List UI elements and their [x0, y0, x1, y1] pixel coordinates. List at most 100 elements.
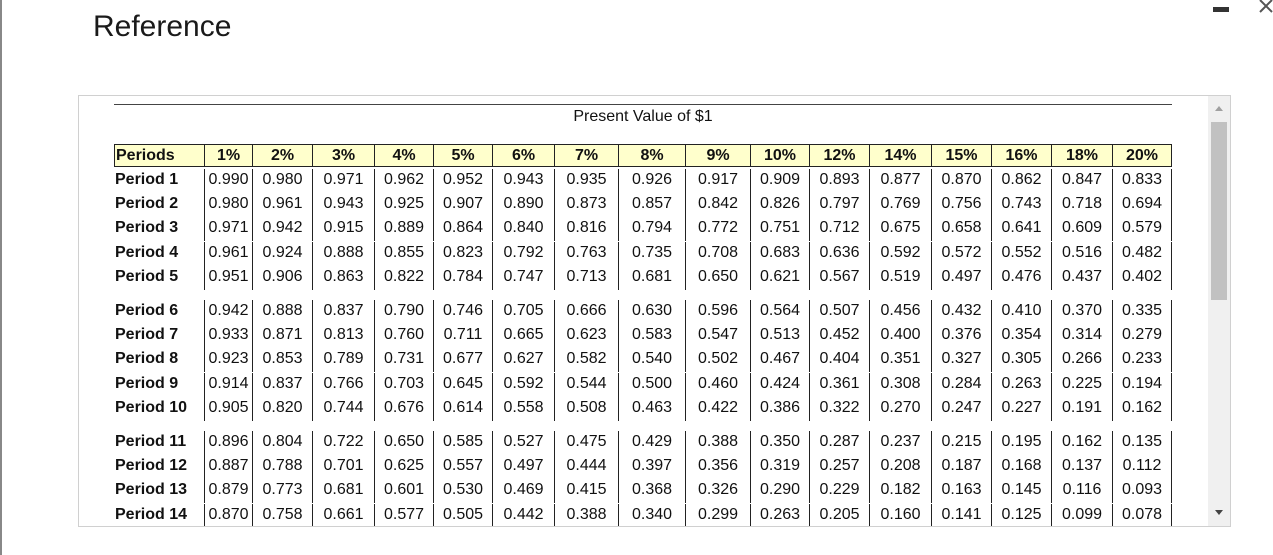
- table-cell: 0.870: [204, 503, 252, 526]
- table-cell: 0.907: [433, 193, 492, 218]
- table-cell: 0.519: [869, 265, 931, 290]
- table-cell: 0.677: [433, 348, 492, 373]
- table-cell: 0.943: [312, 193, 374, 218]
- table-cell: 0.909: [750, 169, 809, 193]
- column-header: 5%: [433, 144, 492, 167]
- table-cell: 0.191: [1051, 396, 1112, 421]
- table-cell: 0.658: [931, 217, 991, 242]
- table-cell: 0.335: [1112, 300, 1172, 324]
- close-button[interactable]: [1259, 0, 1273, 13]
- column-header: 3%: [312, 144, 374, 167]
- table-cell: 0.804: [252, 431, 312, 455]
- table-cell: 0.853: [252, 348, 312, 373]
- table-cell: 0.135: [1112, 431, 1172, 455]
- table-cell: 0.857: [618, 193, 685, 218]
- scroll-thumb[interactable]: [1211, 122, 1227, 300]
- column-header: Periods: [114, 144, 204, 167]
- table-cell: 0.731: [374, 348, 433, 373]
- table-cell: 0.227: [991, 396, 1051, 421]
- column-header: 6%: [492, 144, 554, 167]
- table-cell: 0.766: [312, 372, 374, 397]
- table-cell: 0.592: [869, 241, 931, 266]
- table-cell: 0.467: [750, 348, 809, 373]
- table-cell: 0.432: [931, 300, 991, 324]
- table-cell: 0.544: [554, 372, 618, 397]
- table-cell: 0.790: [374, 300, 433, 324]
- table-cell: 0.914: [204, 372, 252, 397]
- table-cell: 0.971: [204, 217, 252, 242]
- table-cell: 0.713: [554, 265, 618, 290]
- table-cell: 0.675: [869, 217, 931, 242]
- table-cell: 0.751: [750, 217, 809, 242]
- table-cell: 0.847: [1051, 169, 1112, 193]
- table-cell: 0.290: [750, 479, 809, 504]
- table-cell: 0.666: [554, 300, 618, 324]
- table-cell: 0.475: [554, 431, 618, 455]
- table-cell: 0.971: [312, 169, 374, 193]
- table-cell: 0.784: [433, 265, 492, 290]
- row-label: Period 10: [115, 398, 188, 416]
- table-cell: 0.711: [433, 324, 492, 349]
- table-cell: 0.444: [554, 455, 618, 480]
- table-cell: 0.756: [931, 193, 991, 218]
- table-cell: 0.924: [252, 241, 312, 266]
- table-cell: 0.879: [204, 479, 252, 504]
- table-cell: 0.229: [809, 479, 869, 504]
- table-cell: 0.887: [204, 455, 252, 480]
- table-cell: 0.326: [685, 479, 750, 504]
- table-cell: 0.990: [204, 169, 252, 193]
- table-cell: 0.579: [1112, 217, 1172, 242]
- table-cell: 0.746: [433, 300, 492, 324]
- table-cell: 0.160: [869, 503, 931, 526]
- table-cell: 0.961: [204, 241, 252, 266]
- table-cell: 0.823: [433, 241, 492, 266]
- table-cell: 0.287: [809, 431, 869, 455]
- table-cell: 0.889: [374, 217, 433, 242]
- table-cell: 0.625: [374, 455, 433, 480]
- table-cell: 0.877: [869, 169, 931, 193]
- table-cell: 0.577: [374, 503, 433, 526]
- table-cell: 0.233: [1112, 348, 1172, 373]
- table-cell: 0.402: [1112, 265, 1172, 290]
- row-label: Period 11: [115, 433, 187, 450]
- row-label: Period 4: [115, 243, 179, 261]
- table-cell: 0.888: [252, 300, 312, 324]
- table-cell: 0.370: [1051, 300, 1112, 324]
- table-cell: 0.415: [554, 479, 618, 504]
- table-cell: 0.760: [374, 324, 433, 349]
- table-cell: 0.162: [1051, 431, 1112, 455]
- table-cell: 0.906: [252, 265, 312, 290]
- table-cell: 0.305: [991, 348, 1051, 373]
- column-header: 18%: [1051, 144, 1112, 167]
- table-cell: 0.299: [685, 503, 750, 526]
- table-cell: 0.463: [618, 396, 685, 421]
- table-cell: 0.935: [554, 169, 618, 193]
- row-label: Period 8: [115, 350, 179, 368]
- table-cell: 0.093: [1112, 479, 1172, 504]
- table-cell: 0.257: [809, 455, 869, 480]
- table-cell: 0.564: [750, 300, 809, 324]
- table-cell: 0.942: [204, 300, 252, 324]
- table-cell: 0.862: [991, 169, 1051, 193]
- table-cell: 0.078: [1112, 503, 1172, 526]
- column-header: 8%: [618, 144, 685, 167]
- table-cell: 0.962: [374, 169, 433, 193]
- table-cell: 0.327: [931, 348, 991, 373]
- table-cell: 0.792: [492, 241, 554, 266]
- table-cell: 0.893: [809, 169, 869, 193]
- scrollbar[interactable]: [1208, 96, 1230, 526]
- table-cell: 0.497: [931, 265, 991, 290]
- table-cell: 0.340: [618, 503, 685, 526]
- table-cell: 0.627: [492, 348, 554, 373]
- table-cell: 0.424: [750, 372, 809, 397]
- table-cell: 0.650: [685, 265, 750, 290]
- table-cell: 0.308: [869, 372, 931, 397]
- minimize-button[interactable]: [1213, 7, 1229, 12]
- table-cell: 0.794: [618, 217, 685, 242]
- table-cell: 0.322: [809, 396, 869, 421]
- row-label: Period 7: [115, 326, 179, 344]
- table-cell: 0.452: [809, 324, 869, 349]
- table-cell: 0.747: [492, 265, 554, 290]
- table-cell: 0.137: [1051, 455, 1112, 480]
- table-cell: 0.354: [991, 324, 1051, 349]
